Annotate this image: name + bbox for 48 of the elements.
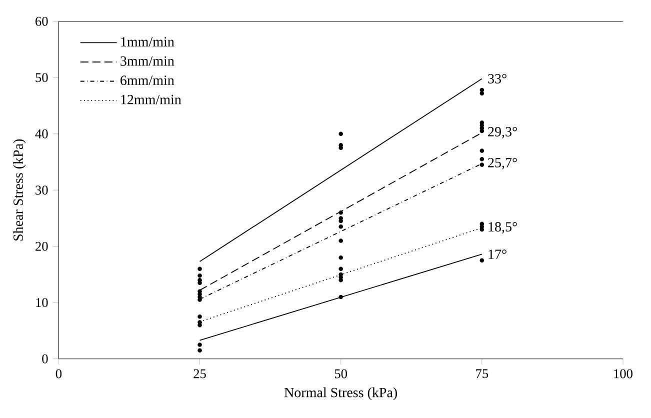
point bbox=[480, 162, 484, 168]
point bbox=[338, 278, 343, 282]
annotation: 33° bbox=[488, 74, 506, 84]
point bbox=[198, 348, 202, 353]
legend-label: 1mm/min bbox=[121, 37, 174, 47]
point bbox=[338, 210, 343, 215]
point bbox=[198, 323, 202, 328]
point bbox=[338, 238, 343, 244]
point bbox=[338, 132, 343, 136]
point bbox=[338, 266, 343, 272]
x-tick-label: 50 bbox=[334, 369, 348, 378]
point bbox=[198, 266, 202, 272]
x-tick-label: 75 bbox=[476, 369, 488, 378]
y-tick-label: 60 bbox=[36, 17, 48, 26]
y-tick-label: 30 bbox=[36, 186, 48, 195]
point bbox=[198, 280, 202, 286]
point bbox=[198, 342, 202, 348]
y-axis-title: Shear Stress (kPa) bbox=[13, 140, 26, 241]
point bbox=[198, 274, 202, 278]
legend-label: 6mm/min bbox=[120, 76, 174, 86]
annotation: 18,5° bbox=[488, 222, 517, 234]
point bbox=[338, 295, 343, 300]
y-tick-label: 10 bbox=[36, 298, 48, 308]
point bbox=[338, 146, 343, 150]
point bbox=[338, 224, 343, 230]
legend-label: 3mm/min bbox=[120, 56, 174, 66]
point bbox=[198, 314, 202, 320]
point bbox=[198, 298, 202, 302]
y-tick-label: 0 bbox=[42, 354, 48, 364]
point bbox=[480, 91, 484, 96]
x-tick-label: 0 bbox=[56, 369, 62, 378]
annotation: 17° bbox=[488, 250, 506, 260]
y-tick-label: 40 bbox=[35, 130, 48, 139]
point bbox=[480, 129, 484, 134]
annotation: 25,7° bbox=[488, 158, 517, 170]
x-tick-label: 100 bbox=[614, 369, 632, 378]
y-tick-label: 20 bbox=[36, 242, 48, 252]
point bbox=[480, 228, 484, 232]
annotation: 29,3° bbox=[488, 127, 517, 139]
point bbox=[480, 157, 484, 162]
point bbox=[480, 258, 484, 263]
y-tick-label: 50 bbox=[36, 73, 48, 82]
point bbox=[480, 148, 484, 154]
point bbox=[338, 219, 343, 224]
point bbox=[338, 256, 343, 260]
x-tick-label: 25 bbox=[194, 369, 206, 378]
legend-label: 12mm/min bbox=[121, 95, 182, 105]
x-axis-title: Normal Stress (kPa) bbox=[284, 388, 397, 400]
